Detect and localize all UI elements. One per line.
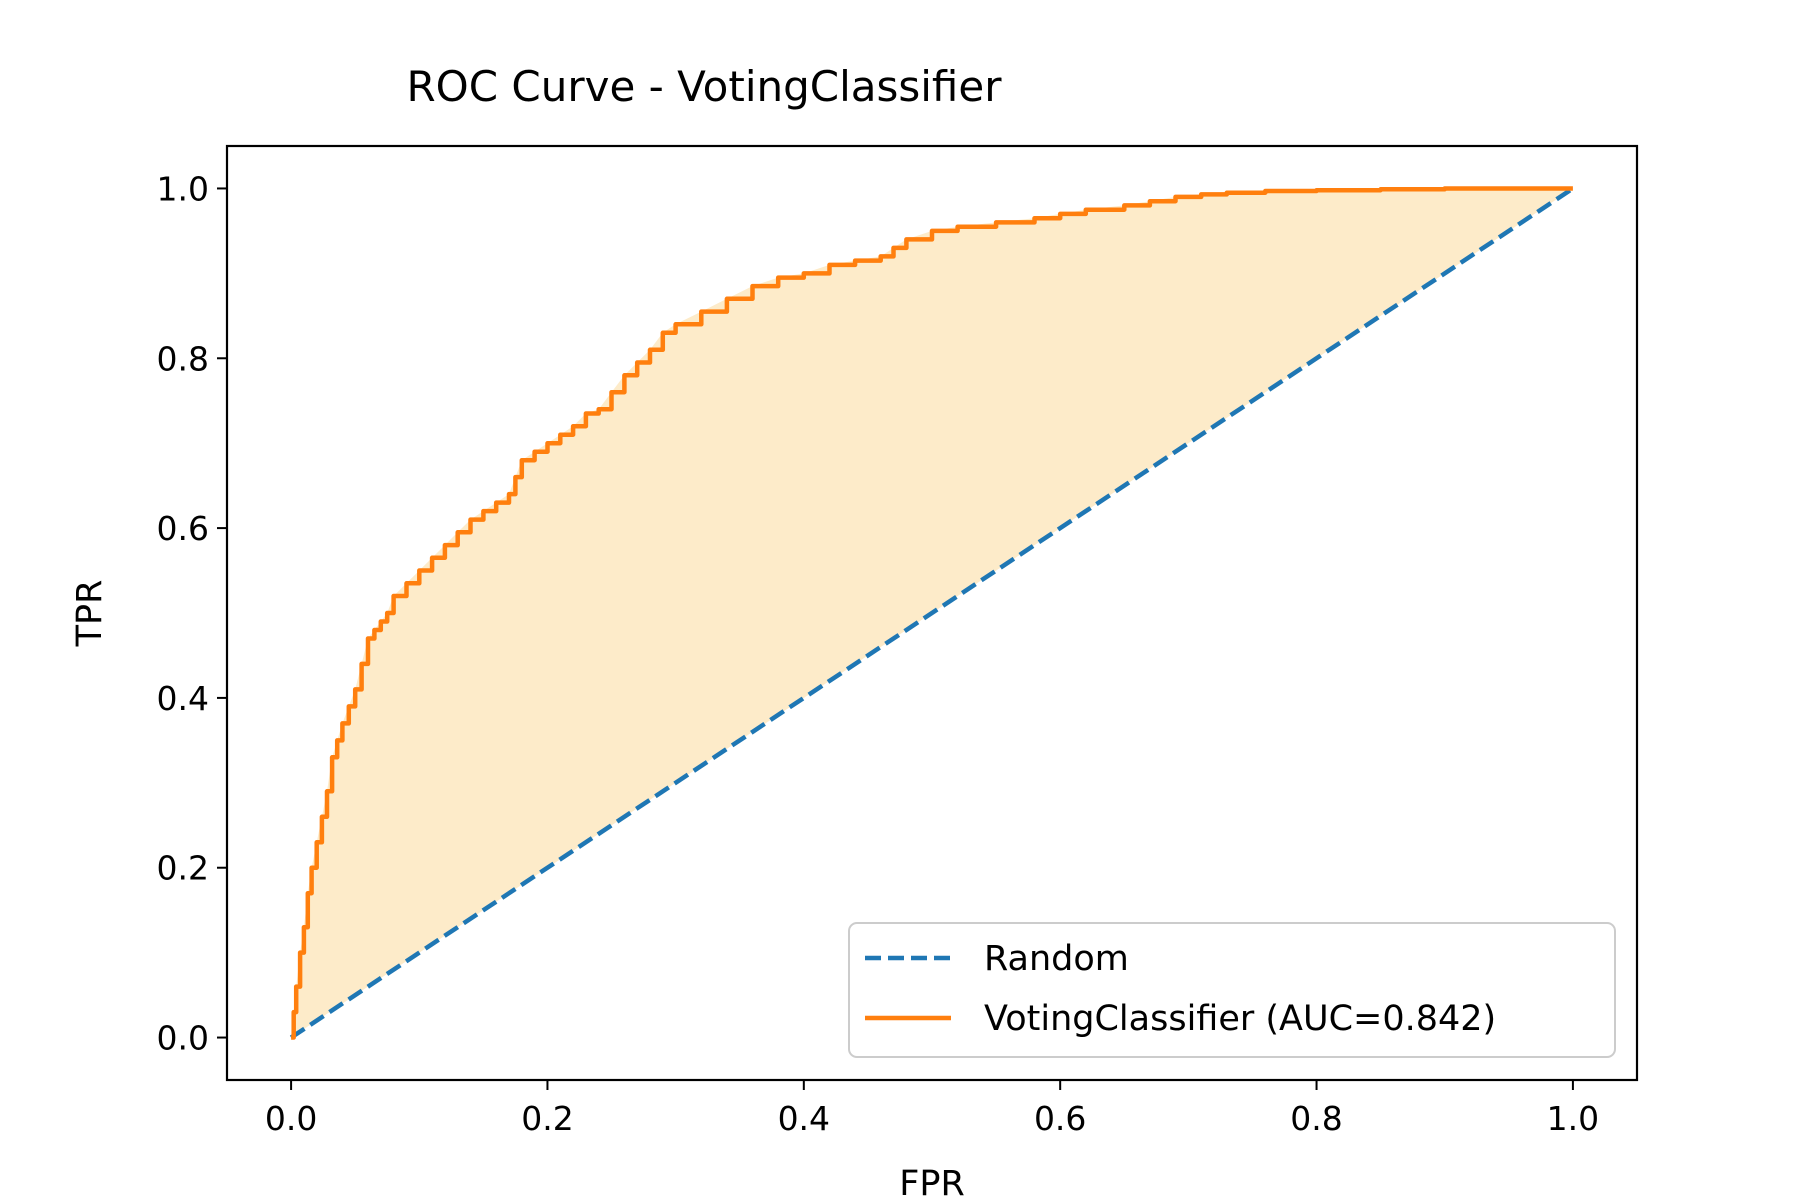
y-tick-label: 0.0 [157, 1019, 209, 1058]
chart-title: ROC Curve - VotingClassifier [407, 62, 1003, 111]
x-axis-ticks: 0.0 0.2 0.4 0.6 0.8 1.0 [265, 1080, 1599, 1138]
y-tick-label: 1.0 [157, 169, 209, 208]
y-tick-label: 0.2 [157, 849, 209, 888]
legend-label-random: Random [984, 939, 1129, 979]
y-tick-label: 0.8 [157, 339, 209, 378]
y-tick-label: 0.6 [157, 509, 209, 548]
plot-area [289, 186, 1575, 1040]
x-axis-label: FPR [899, 1164, 965, 1200]
legend-label-votingclassifier: VotingClassifier (AUC=0.842) [984, 999, 1496, 1039]
x-tick-label: 0.0 [265, 1099, 317, 1138]
y-axis-label: TPR [70, 580, 110, 648]
series-line-random [289, 186, 1575, 1040]
y-axis-ticks: 0.0 0.2 0.4 0.6 0.8 1.0 [157, 169, 227, 1058]
series-line-votingclassifier [291, 186, 1573, 1040]
x-tick-label: 0.2 [521, 1099, 573, 1138]
axes-frame [225, 144, 1639, 1082]
x-tick-label: 1.0 [1547, 1099, 1599, 1138]
x-tick-label: 0.8 [1290, 1099, 1342, 1138]
legend-box [848, 922, 1616, 1058]
legend: Random VotingClassifier (AUC=0.842) [848, 922, 1616, 1058]
y-tick-label: 0.4 [157, 679, 209, 718]
x-tick-label: 0.4 [778, 1099, 830, 1138]
x-tick-label: 0.6 [1034, 1099, 1086, 1138]
